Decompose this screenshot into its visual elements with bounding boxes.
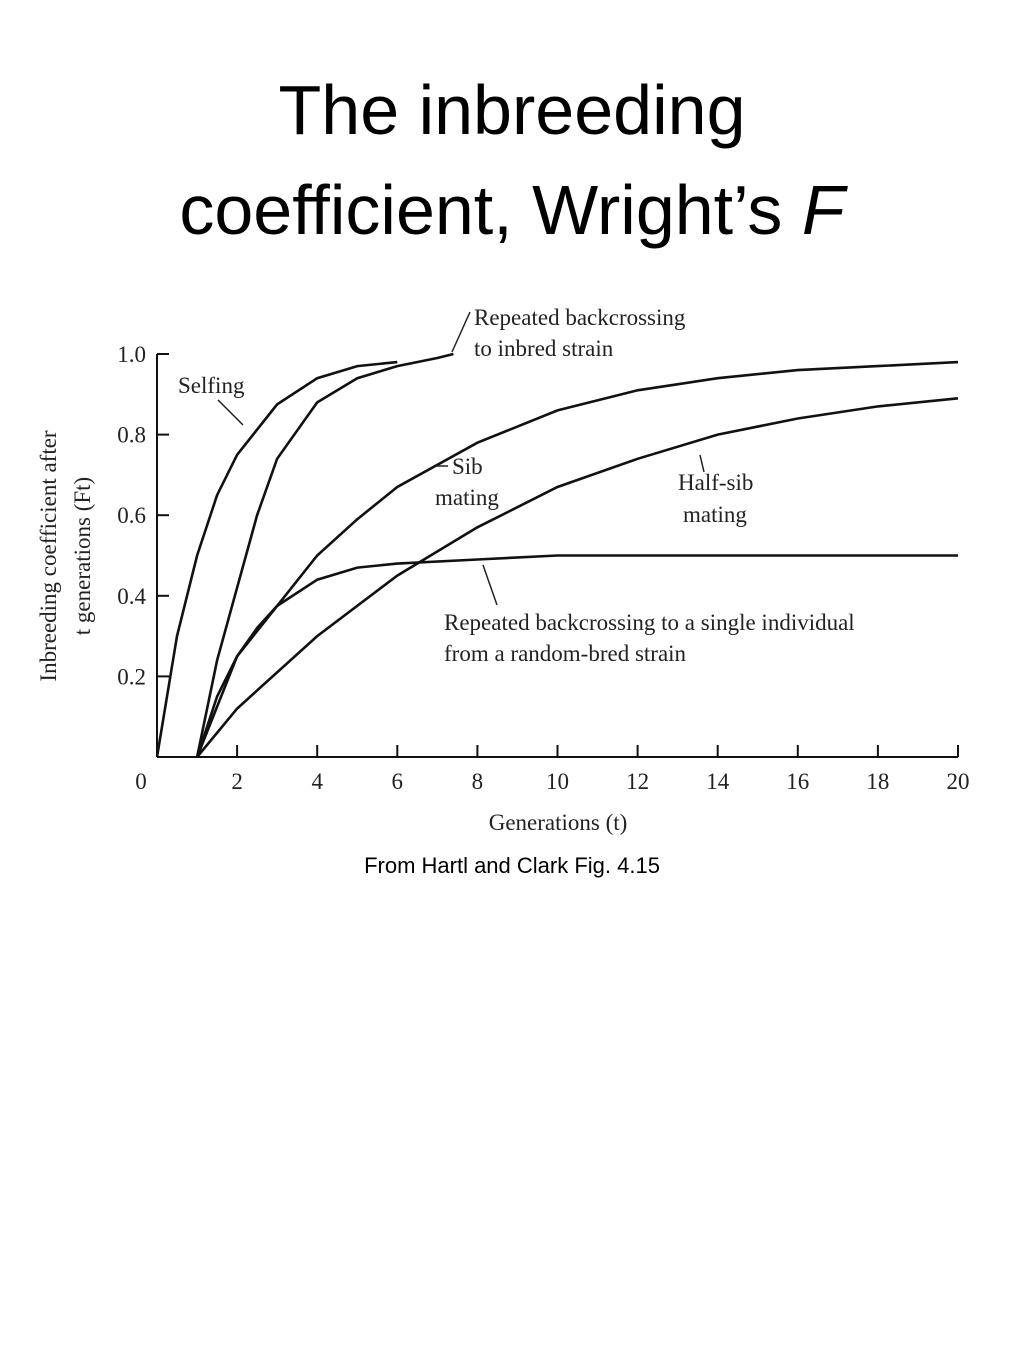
x-tick-label: 10 bbox=[546, 769, 569, 794]
leader-line bbox=[217, 399, 244, 426]
curve-label: Repeated backcrossing bbox=[474, 305, 686, 330]
curve bbox=[195, 554, 958, 758]
x-tick-label: 6 bbox=[392, 769, 404, 794]
x-tick-label: 0 bbox=[135, 769, 147, 794]
y-tick-label: 0.4 bbox=[117, 584, 146, 609]
title-line: The inbreeding bbox=[279, 71, 746, 149]
curve bbox=[196, 397, 959, 758]
curve-label: Half-sib bbox=[678, 470, 753, 495]
y-axis-label-line: Inbreeding coefficient after bbox=[36, 430, 61, 681]
y-tick-label: 0.8 bbox=[117, 423, 146, 448]
title-symbol: F bbox=[802, 171, 849, 249]
x-tick-label: 14 bbox=[706, 769, 730, 794]
curve-label: to inbred strain bbox=[474, 336, 614, 361]
y-tick-label: 1.0 bbox=[117, 342, 146, 367]
caption: From Hartl and Clark Fig. 4.15 bbox=[364, 853, 660, 878]
x-tick-label: 12 bbox=[626, 769, 649, 794]
title-line: coefficient, Wright’s F bbox=[179, 171, 849, 249]
y-tick-label: 0.6 bbox=[117, 503, 146, 528]
curve bbox=[195, 352, 454, 758]
curve-label: Sib bbox=[452, 454, 483, 479]
y-axis-label: Inbreeding coefficient after t generatio… bbox=[36, 430, 95, 681]
curve-label: mating bbox=[683, 502, 747, 527]
y-tick-label: 0.2 bbox=[117, 664, 146, 689]
curve-label: Selfing bbox=[178, 373, 245, 398]
y-axis-label-line: t generations (Ft) bbox=[70, 477, 95, 635]
curve-label: mating bbox=[435, 485, 499, 510]
curve-label: from a random-bred strain bbox=[444, 641, 687, 666]
leader-line bbox=[451, 311, 471, 353]
x-tick-label: 2 bbox=[231, 769, 243, 794]
x-tick-label: 20 bbox=[947, 769, 970, 794]
x-axis-label: Generations (t) bbox=[489, 810, 628, 835]
leader-line bbox=[482, 564, 498, 606]
curve-label: Repeated backcrossing to a single indivi… bbox=[444, 610, 855, 635]
curve bbox=[195, 360, 959, 758]
title-text: coefficient, Wright’s bbox=[179, 171, 782, 249]
x-tick-label: 8 bbox=[472, 769, 484, 794]
x-tick-label: 18 bbox=[866, 769, 889, 794]
leader-line bbox=[699, 454, 705, 473]
x-tick-label: 16 bbox=[786, 769, 809, 794]
x-tick-label: 4 bbox=[311, 769, 323, 794]
curve bbox=[155, 360, 398, 758]
